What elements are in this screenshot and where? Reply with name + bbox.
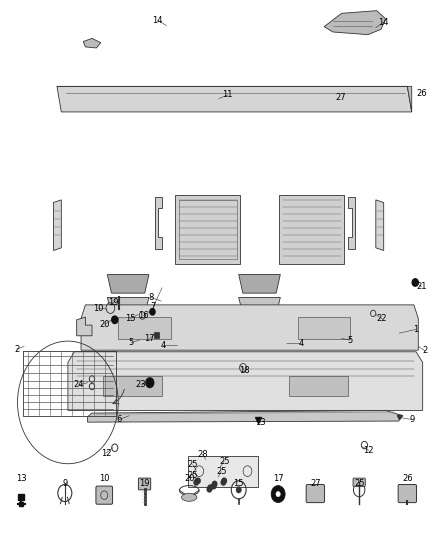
Text: 14: 14 xyxy=(378,18,389,27)
Text: 6: 6 xyxy=(117,415,122,424)
Circle shape xyxy=(208,485,212,490)
Text: 4: 4 xyxy=(160,341,166,350)
Circle shape xyxy=(412,279,418,286)
Text: 18: 18 xyxy=(239,366,250,375)
Text: 10: 10 xyxy=(99,474,110,483)
Polygon shape xyxy=(81,305,418,350)
Circle shape xyxy=(212,483,216,489)
Text: 28: 28 xyxy=(197,450,208,458)
Text: 11: 11 xyxy=(223,91,233,99)
Polygon shape xyxy=(298,317,350,339)
Text: 9: 9 xyxy=(62,480,67,488)
Polygon shape xyxy=(77,317,92,336)
Text: 25: 25 xyxy=(187,471,198,480)
Text: 17: 17 xyxy=(273,474,283,483)
Text: 14: 14 xyxy=(152,16,163,25)
Polygon shape xyxy=(57,86,412,112)
Polygon shape xyxy=(239,274,280,293)
Text: 26: 26 xyxy=(402,474,413,483)
Text: 17: 17 xyxy=(145,334,155,343)
Polygon shape xyxy=(188,456,258,487)
Text: 4: 4 xyxy=(299,339,304,348)
Polygon shape xyxy=(279,195,344,264)
Polygon shape xyxy=(83,38,101,48)
Text: 16: 16 xyxy=(138,311,149,320)
Text: 25: 25 xyxy=(216,467,226,476)
Text: 1: 1 xyxy=(413,325,419,334)
Polygon shape xyxy=(118,317,171,339)
Text: 26: 26 xyxy=(416,89,427,98)
FancyBboxPatch shape xyxy=(138,478,151,490)
Polygon shape xyxy=(376,200,384,251)
Text: 19: 19 xyxy=(139,480,150,488)
Circle shape xyxy=(222,478,226,483)
Polygon shape xyxy=(88,410,403,422)
Circle shape xyxy=(146,378,154,387)
Ellipse shape xyxy=(182,494,197,501)
Text: 7: 7 xyxy=(151,302,156,311)
Circle shape xyxy=(207,487,212,492)
Text: 19: 19 xyxy=(108,298,118,307)
Polygon shape xyxy=(107,274,149,293)
Polygon shape xyxy=(68,352,423,410)
Polygon shape xyxy=(407,86,412,112)
Polygon shape xyxy=(239,297,280,314)
Text: 12: 12 xyxy=(101,449,111,457)
Polygon shape xyxy=(324,11,385,35)
Text: 15: 15 xyxy=(125,314,136,323)
Text: 9: 9 xyxy=(409,415,414,424)
Circle shape xyxy=(150,309,155,315)
Text: 13: 13 xyxy=(255,418,266,427)
Text: 25: 25 xyxy=(219,457,230,465)
Polygon shape xyxy=(155,197,162,249)
FancyBboxPatch shape xyxy=(353,478,365,487)
Text: 20: 20 xyxy=(184,474,194,483)
Text: 2: 2 xyxy=(422,346,427,355)
Polygon shape xyxy=(103,376,162,396)
FancyBboxPatch shape xyxy=(398,484,417,503)
Text: 22: 22 xyxy=(377,314,387,323)
Text: 8: 8 xyxy=(148,293,154,302)
FancyBboxPatch shape xyxy=(96,486,113,504)
Polygon shape xyxy=(289,376,348,396)
Text: 27: 27 xyxy=(336,93,346,101)
FancyBboxPatch shape xyxy=(154,332,159,338)
Circle shape xyxy=(276,491,280,497)
Text: 21: 21 xyxy=(416,282,427,291)
Polygon shape xyxy=(107,297,149,314)
Text: 5: 5 xyxy=(129,338,134,347)
Text: 10: 10 xyxy=(93,304,104,312)
Polygon shape xyxy=(175,195,240,264)
Text: 5: 5 xyxy=(347,336,352,344)
Circle shape xyxy=(212,481,217,487)
Circle shape xyxy=(112,316,118,324)
Polygon shape xyxy=(348,197,355,249)
Text: 12: 12 xyxy=(364,446,374,455)
Circle shape xyxy=(236,487,241,493)
Text: 25: 25 xyxy=(354,480,364,488)
Circle shape xyxy=(194,480,198,485)
Polygon shape xyxy=(53,200,61,251)
Circle shape xyxy=(271,486,285,503)
FancyBboxPatch shape xyxy=(306,484,325,503)
Text: 25: 25 xyxy=(187,461,198,469)
Circle shape xyxy=(221,480,226,485)
Text: 2: 2 xyxy=(14,345,19,353)
Text: 23: 23 xyxy=(136,381,146,389)
Text: 27: 27 xyxy=(310,480,321,488)
Text: 15: 15 xyxy=(233,480,244,488)
Text: 20: 20 xyxy=(100,320,110,328)
Text: 13: 13 xyxy=(16,474,26,483)
Text: 24: 24 xyxy=(74,381,84,389)
Circle shape xyxy=(196,478,200,483)
